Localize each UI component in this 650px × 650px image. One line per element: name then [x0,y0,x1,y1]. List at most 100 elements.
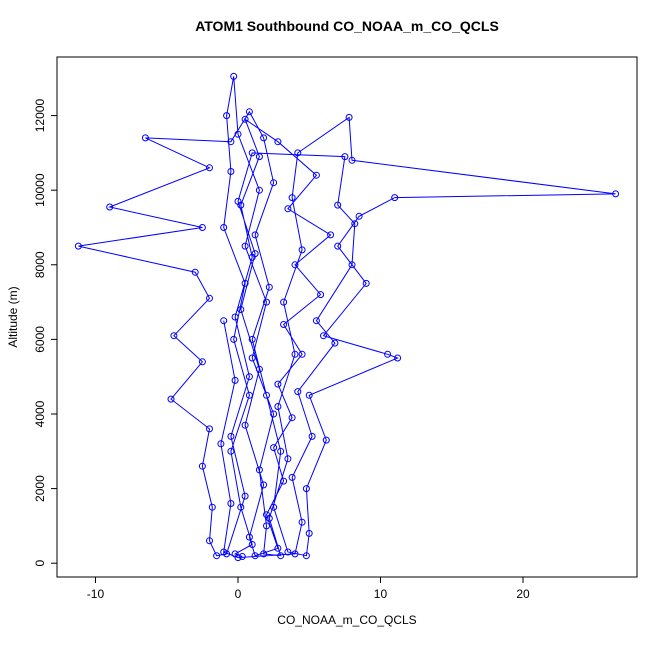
data-point-marker [302,485,310,493]
data-point-marker [284,205,292,213]
data-point-marker [167,395,175,403]
data-point-marker [305,391,313,399]
data-point-marker [312,171,320,179]
data-point-marker [322,436,330,444]
data-point-marker [288,473,296,481]
data-point-marker [260,134,268,142]
data-point-marker [251,552,259,560]
data-point-marker [237,503,245,511]
data-point-marker [106,203,114,211]
data-point-marker [280,477,288,485]
data-point-marker [141,134,149,142]
data-point-marker [241,279,249,287]
data-point-marker [220,548,228,556]
data-point-marker [227,138,235,146]
data-point-marker [198,462,206,470]
data-point-marker [277,447,285,455]
data-point-marker [274,544,282,552]
data-point-marker [270,444,278,452]
y-tick-label: 0 [33,560,47,567]
y-axis-label: Altitude (m) [6,286,20,347]
data-point-marker [217,440,225,448]
y-tick-label: 6000 [33,326,47,353]
data-point-marker [213,552,221,560]
data-point-marker [234,554,242,562]
data-point-marker [206,425,213,433]
data-point-marker [274,138,282,146]
y-tick-label: 10000 [33,173,47,207]
data-point-marker [331,339,339,347]
data-point-marker [248,541,256,548]
data-point-marker [291,261,299,269]
data-point-marker [241,421,249,429]
plot-box [56,56,638,578]
data-point-marker [345,113,353,121]
data-point-marker [245,373,253,381]
data-point-marker [230,335,238,343]
data-point-marker [231,313,239,321]
data-point-marker [255,365,263,373]
plot-content: -10 0 10 20 0 2000 4000 6000 8000 10000 12000 [33,56,638,601]
data-point-marker [227,447,235,455]
data-point-marker [612,190,620,198]
data-point-marker [263,522,270,530]
data-point-marker [291,350,299,358]
data-point-marker [255,153,263,161]
data-point-marker [270,503,278,511]
data-point-marker [227,168,235,175]
data-point-marker [198,358,206,366]
x-tick-label: 0 [235,587,242,601]
data-point-marker [298,350,306,358]
data-point-marker [220,224,228,231]
data-point-marker [248,354,256,362]
data-point-marker [277,552,285,560]
data-point-marker [288,194,296,202]
data-point-marker [74,242,82,250]
data-point-marker [231,376,239,384]
data-point-marker [241,242,249,250]
data-point-marker [320,332,327,340]
data-point-marker [227,500,235,507]
data-point-marker [241,492,249,500]
data-point-marker [241,115,249,123]
data-point-marker [255,466,263,474]
data-point-marker [280,298,288,306]
data-point-marker [341,153,349,161]
data-point-marker [220,317,228,325]
x-tick-label: 10 [374,587,388,601]
data-point-marker [245,533,253,541]
data-point-marker [208,503,216,511]
data-point-marker [348,156,356,164]
data-point-marker [206,537,213,545]
data-point-marker [312,317,320,325]
data-point-marker [298,518,306,526]
data-point-marker [230,72,238,80]
data-point-marker [251,231,259,239]
x-axis-label: CO_NOAA_m_CO_QCLS [277,613,416,627]
data-point-marker [238,553,246,560]
data-point-marker [234,197,242,205]
data-point-marker [260,550,268,558]
series-line [78,76,616,559]
data-point-marker [223,112,231,120]
data-point-marker [227,432,235,440]
data-point-marker [198,224,206,231]
data-point-marker [255,186,263,194]
data-point-marker [248,335,256,343]
data-point-marker [294,388,302,396]
data-point-marker [298,246,306,254]
data-point-marker [294,149,302,157]
data-point-marker [305,529,313,537]
data-point-marker [270,179,278,187]
data-point-marker [260,481,268,489]
data-point-marker [288,414,296,422]
data-point-marker [263,511,270,519]
data-point-marker [206,164,213,172]
data-point-marker [265,283,273,291]
data-point-marker [391,194,399,202]
x-tick-label: 20 [516,587,530,601]
data-point-marker [274,403,282,410]
data-point-marker [170,332,178,340]
